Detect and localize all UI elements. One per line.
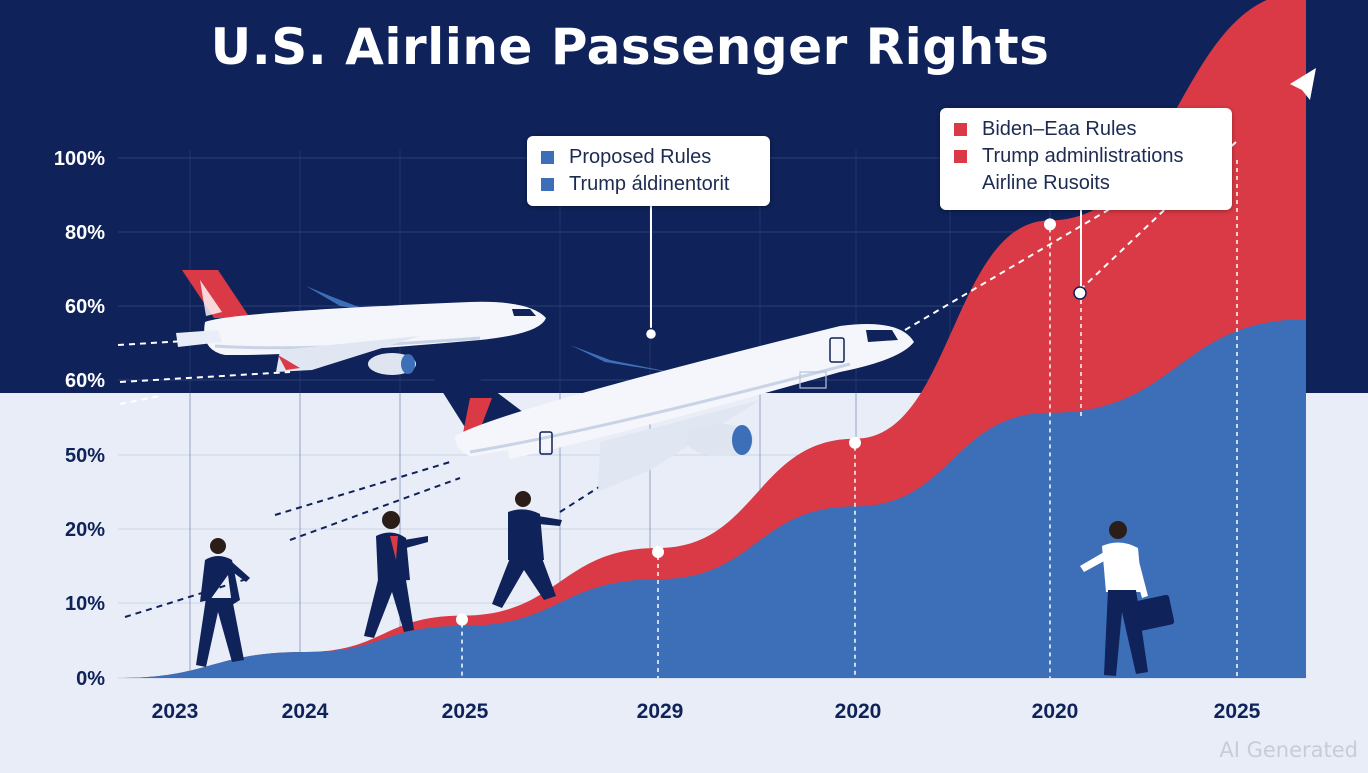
legend-swatch — [954, 123, 967, 136]
y-tick-label: 60% — [65, 370, 105, 392]
x-tick-label: 2020 — [835, 700, 882, 723]
legend-item: Trump áldinentorit — [541, 171, 756, 198]
y-tick-label: 10% — [65, 593, 105, 615]
legend-swatch — [954, 150, 967, 163]
airplane-icon — [430, 324, 914, 492]
x-tick-label: 2029 — [637, 700, 684, 723]
y-tick-label: 80% — [65, 222, 105, 244]
y-tick-label: 100% — [54, 148, 105, 170]
legend-item: Trump adminlistrations — [954, 143, 1218, 170]
trajectory-line — [117, 337, 236, 346]
x-tick-label: 2024 — [282, 700, 329, 723]
person-icon — [364, 511, 428, 638]
area-series — [118, 0, 1306, 678]
watermark: AI Generated — [1219, 738, 1358, 762]
airplane-icon — [176, 270, 546, 375]
person-icon — [1080, 521, 1175, 676]
legend-swatch — [541, 178, 554, 191]
legend-label: Trump adminlistrations — [982, 145, 1184, 167]
legend-item: Proposed Rules — [541, 144, 756, 171]
data-point-marker — [652, 546, 664, 558]
decorations — [117, 68, 1316, 676]
trajectory-line — [119, 395, 161, 405]
growth-arrow-icon — [1290, 68, 1316, 100]
legend-item: Airline Rusoits — [954, 170, 1218, 197]
x-tick-label: 2023 — [152, 700, 199, 723]
trajectory-line — [289, 477, 461, 541]
annotation-pin — [1073, 286, 1087, 300]
trajectory-line — [274, 461, 451, 516]
x-tick-label: 2020 — [1032, 700, 1079, 723]
y-tick-label: 50% — [65, 445, 105, 467]
annotation-pin — [644, 327, 658, 341]
y-tick-label: 20% — [65, 519, 105, 541]
person-icon — [492, 491, 562, 608]
trajectory-line — [904, 199, 1126, 331]
legend-label: Biden–Eaa Rules — [982, 118, 1137, 140]
legend-label: Trump áldinentorit — [569, 173, 730, 195]
legend-proposed: Proposed Rules Trump áldinentorit — [527, 136, 770, 206]
legend-item: Biden–Eaa Rules — [954, 116, 1218, 143]
area-proposed-rules — [118, 319, 1306, 678]
chart-title: U.S. Airline Passenger Rights — [210, 18, 1050, 76]
y-tick-label: 60% — [65, 296, 105, 318]
legend-label: Proposed Rules — [569, 146, 712, 168]
axis-ticks: 0% 10% 20% 50% 60% 60% 80% 100% 2023 2024 2025 2029… — [54, 148, 1261, 723]
data-point-marker — [456, 613, 468, 626]
data-point-marker — [849, 436, 861, 449]
x-tick-label: 2025 — [1214, 700, 1261, 723]
data-point-marker — [1044, 218, 1056, 231]
x-tick-label: 2025 — [442, 700, 489, 723]
y-tick-label: 0% — [76, 668, 105, 690]
person-icon — [196, 538, 250, 667]
legend-label: Airline Rusoits — [982, 172, 1110, 194]
legend-swatch — [541, 151, 554, 164]
legend-biden: Biden–Eaa Rules Trump adminlistrations Air… — [940, 108, 1232, 210]
